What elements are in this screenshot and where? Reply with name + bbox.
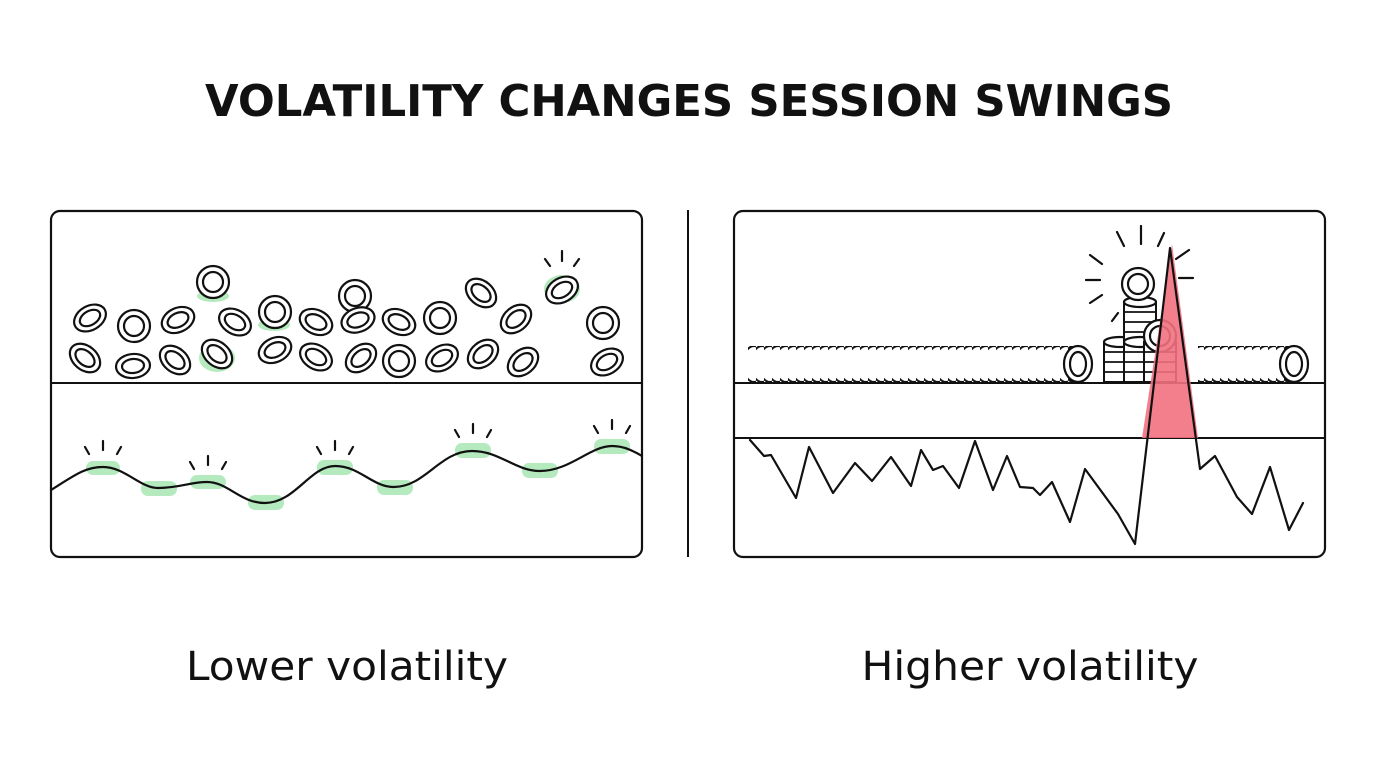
high-volatility-panel: [732, 209, 1327, 559]
title: VOLATILITY CHANGES SESSION SWINGS: [205, 76, 1173, 127]
low-volatility-panel: [49, 209, 644, 559]
spike-highlight: [1142, 244, 1198, 438]
panel-label: Higher volatility: [862, 644, 1199, 690]
smooth-wave: [49, 444, 644, 505]
panel-label: Lower volatility: [186, 644, 508, 690]
coin-rolls: [748, 344, 1310, 384]
rays: [1084, 224, 1195, 323]
sparkles: [83, 249, 632, 471]
jagged-line: [748, 246, 1305, 546]
